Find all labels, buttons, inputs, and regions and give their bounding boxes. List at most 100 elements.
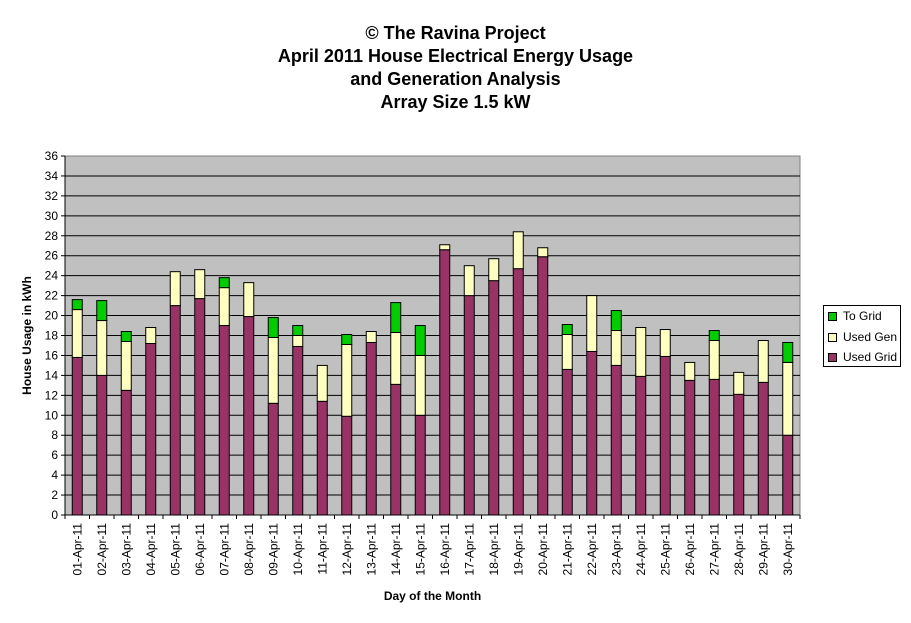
bar-used-grid: [757, 381, 769, 516]
bar-used-gen: [537, 247, 549, 258]
bar-to-grid: [414, 325, 426, 356]
bar-used-gen: [586, 295, 598, 352]
bar-used-gen: [390, 332, 402, 385]
bar-used-gen: [169, 271, 181, 307]
bar-to-grid: [120, 331, 132, 342]
x-tick-label: 21-Apr-11: [560, 523, 574, 576]
bar-used-gen: [96, 320, 108, 376]
bar-to-grid: [610, 310, 622, 332]
x-tick-label: 28-Apr-11: [732, 523, 746, 576]
x-tick-label: 09-Apr-11: [266, 523, 280, 576]
bar-used-grid: [365, 341, 377, 516]
bar-used-grid: [733, 393, 745, 516]
bar-used-gen: [659, 329, 671, 357]
bar-to-grid: [218, 277, 230, 289]
bar-used-gen: [316, 364, 328, 402]
bar-used-grid: [586, 350, 598, 516]
bar-used-grid: [512, 268, 524, 516]
legend-item-to-grid: To Grid: [828, 309, 882, 323]
bar-used-gen: [243, 282, 255, 318]
bar-used-gen: [561, 334, 573, 370]
y-axis-title: House Usage in kWh: [20, 276, 34, 395]
y-tick-label: 4: [51, 468, 58, 482]
bar-to-grid: [708, 330, 720, 341]
bar-used-grid: [537, 256, 549, 516]
x-tick-label: 24-Apr-11: [634, 523, 648, 576]
legend-label-used-gen: Used Gen: [843, 330, 898, 344]
x-tick-label: 01-Apr-11: [70, 523, 84, 576]
bar-used-gen: [120, 340, 132, 391]
x-tick-label: 29-Apr-11: [756, 523, 770, 576]
y-tick-label: 20: [45, 309, 59, 323]
bar-to-grid: [782, 341, 794, 363]
y-tick-label: 10: [45, 408, 59, 422]
chart-title: © The Ravina Project April 2011 House El…: [0, 22, 911, 114]
legend-swatch-used-gen: [828, 332, 837, 342]
bar-used-gen: [463, 265, 475, 297]
x-tick-label: 18-Apr-11: [487, 523, 501, 576]
y-tick-label: 12: [45, 388, 59, 402]
y-tick-label: 24: [45, 269, 59, 283]
bar-used-gen: [145, 327, 157, 344]
bar-used-grid: [708, 378, 720, 516]
bar-used-grid: [120, 389, 132, 516]
legend-label-to-grid: To Grid: [843, 309, 882, 323]
y-tick-label: 8: [51, 428, 58, 442]
bar-used-grid: [218, 325, 230, 516]
y-tick-label: 16: [45, 348, 59, 362]
bar-to-grid: [561, 324, 573, 336]
x-tick-label: 17-Apr-11: [462, 523, 476, 576]
bar-to-grid: [71, 299, 83, 311]
bar-used-gen: [292, 335, 304, 347]
y-tick-label: 32: [45, 189, 59, 203]
bar-used-gen: [512, 231, 524, 270]
bar-used-grid: [561, 368, 573, 516]
y-tick-label: 2: [51, 488, 58, 502]
bar-used-gen: [635, 327, 647, 377]
x-tick-label: 12-Apr-11: [340, 523, 354, 576]
x-tick-label: 07-Apr-11: [217, 523, 231, 576]
bar-used-grid: [610, 364, 622, 516]
y-tick-label: 18: [45, 329, 59, 343]
bar-used-grid: [96, 374, 108, 516]
x-tick-label: 08-Apr-11: [242, 523, 256, 576]
bar-used-grid: [316, 400, 328, 516]
bar-to-grid: [96, 300, 108, 322]
legend-item-used-grid: Used Grid: [828, 350, 897, 364]
bar-used-grid: [635, 375, 647, 516]
x-tick-label: 02-Apr-11: [95, 523, 109, 576]
bar-to-grid: [390, 302, 402, 334]
y-tick-label: 34: [45, 169, 59, 183]
x-tick-label: 22-Apr-11: [585, 523, 599, 576]
bar-used-grid: [341, 415, 353, 516]
bar-to-grid: [267, 317, 279, 338]
bar-used-grid: [169, 305, 181, 516]
bar-to-grid: [341, 334, 353, 345]
x-tick-label: 30-Apr-11: [781, 523, 795, 576]
bar-used-gen: [488, 258, 500, 282]
legend-swatch-to-grid: [828, 311, 837, 321]
bar-used-gen: [71, 309, 83, 358]
bar-used-gen: [684, 361, 696, 381]
bar-used-gen: [194, 269, 206, 300]
bar-used-grid: [71, 356, 83, 516]
bar-used-grid: [463, 295, 475, 516]
bar-used-gen: [782, 361, 794, 436]
bar-used-grid: [292, 345, 304, 516]
x-tick-label: 14-Apr-11: [389, 523, 403, 576]
legend-item-used-gen: Used Gen: [828, 330, 897, 344]
bar-used-grid: [488, 280, 500, 516]
bar-used-gen: [218, 287, 230, 327]
x-tick-label: 05-Apr-11: [168, 523, 182, 576]
y-tick-label: 14: [45, 368, 59, 382]
title-line-3: and Generation Analysis: [350, 69, 561, 89]
x-axis-title: Day of the Month: [384, 589, 481, 603]
x-tick-label: 26-Apr-11: [683, 523, 697, 576]
x-tick-label: 27-Apr-11: [707, 523, 721, 576]
x-tick-label: 15-Apr-11: [413, 523, 427, 576]
bar-used-gen: [414, 354, 426, 416]
bar-used-gen: [733, 371, 745, 395]
y-tick-label: 6: [51, 448, 58, 462]
x-tick-label: 10-Apr-11: [291, 523, 305, 576]
